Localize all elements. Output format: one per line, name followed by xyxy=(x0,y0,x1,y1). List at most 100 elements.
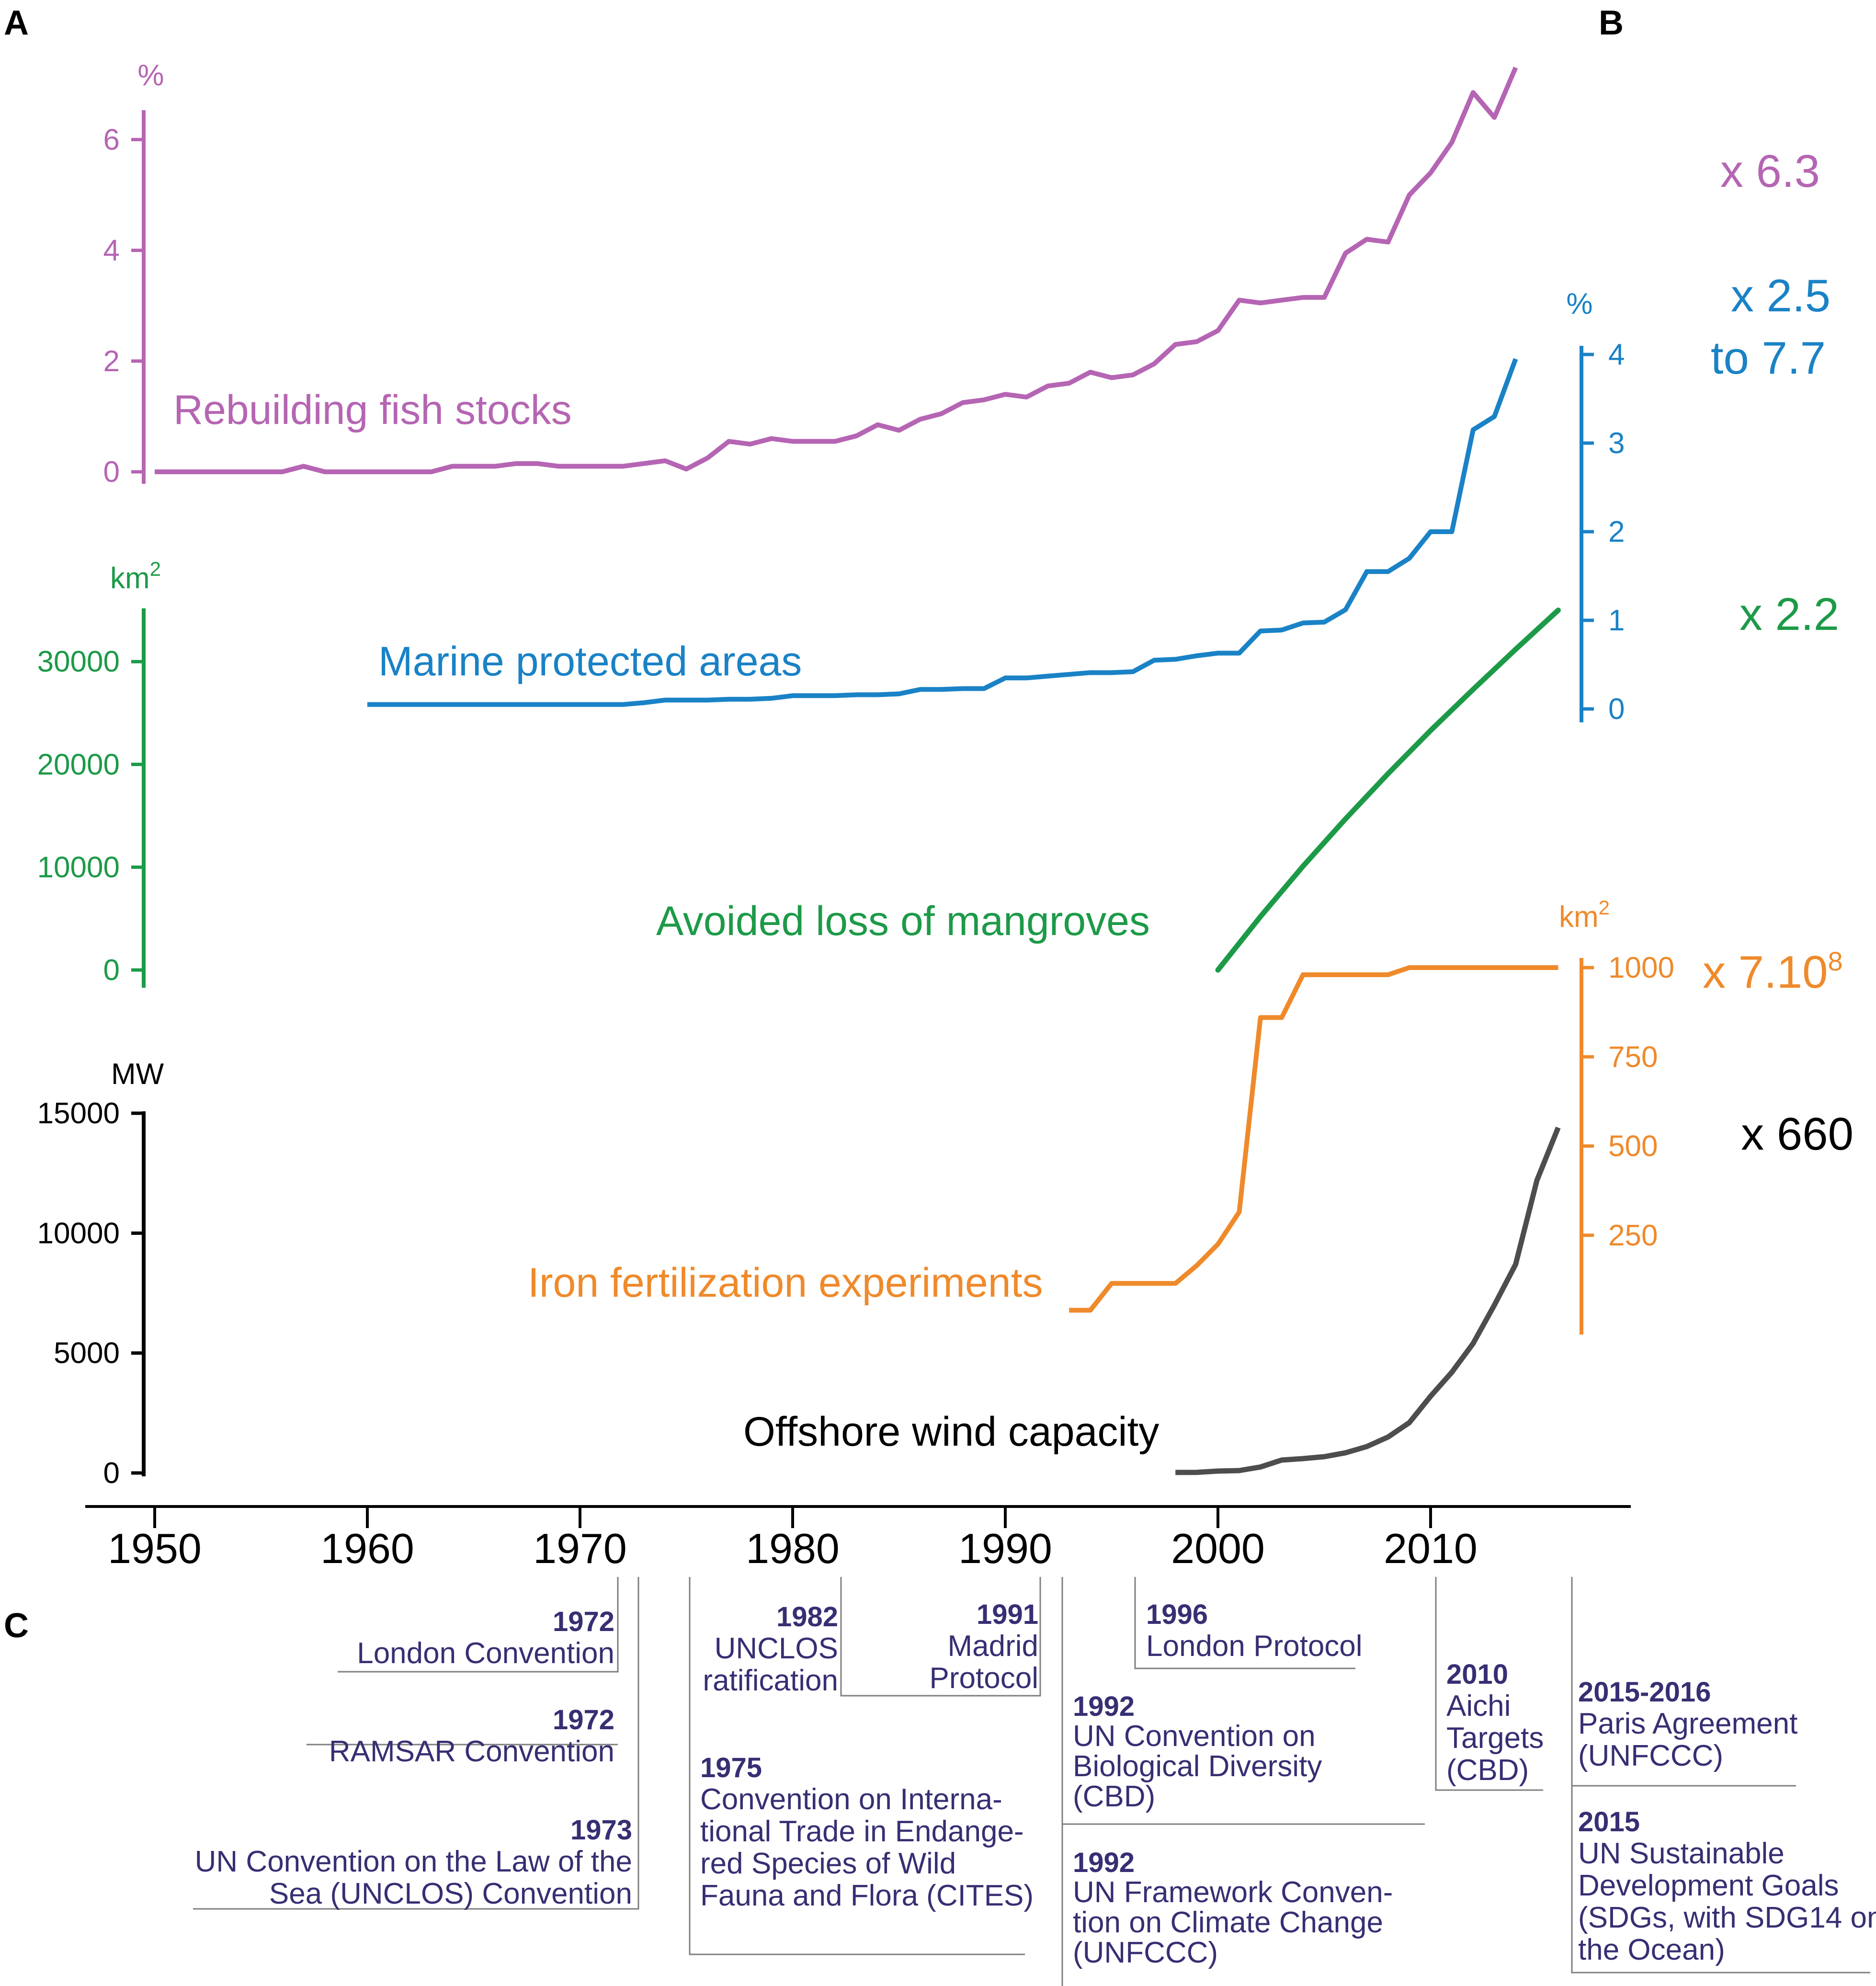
event-name-line: (SDGs, with SDG14 on xyxy=(1578,1901,1876,1934)
event-name-line: Sea (UNCLOS) Convention xyxy=(269,1877,632,1910)
event-name-line: UN Sustainable xyxy=(1578,1837,1785,1870)
wind-unit-label: MW xyxy=(111,1058,164,1091)
mpa-y-tick-label: 3 xyxy=(1608,427,1625,460)
mangrove-y-tick-label: 30000 xyxy=(37,645,120,678)
x-tick-label: 2010 xyxy=(1384,1525,1478,1572)
event-name-line: London Protocol xyxy=(1146,1630,1363,1663)
event-year: 1972 xyxy=(553,1606,614,1637)
fish-y-tick-label: 4 xyxy=(103,234,120,267)
panel-label-a: A xyxy=(4,4,29,42)
event-year: 2015-2016 xyxy=(1578,1677,1711,1708)
wind-series-line xyxy=(1175,1126,1561,1475)
mangrove-multiplier: x 2.2 xyxy=(1740,589,1839,640)
event-bracket-line xyxy=(1134,1577,1355,1669)
event-name-line: UN Convention on the Law of the xyxy=(195,1845,632,1878)
mpa-series-label: Marine protected areas xyxy=(378,639,802,685)
fish-multiplier: x 6.3 xyxy=(1720,146,1820,197)
fish-stocks-chart: % 0 2 4 6 Rebuilding fish stocks x 6.3 xyxy=(103,59,1820,489)
iron-multiplier-exponent: 8 xyxy=(1828,946,1843,976)
event-year: 1973 xyxy=(570,1815,632,1846)
event-year: 1992 xyxy=(1073,1847,1135,1878)
x-tick-label: 2000 xyxy=(1171,1525,1265,1572)
mpa-unit-label: % xyxy=(1566,287,1592,320)
event-bracket-line xyxy=(929,1577,1041,1697)
fish-y-tick-label: 0 xyxy=(103,456,120,489)
iron-unit-label: km2 xyxy=(1559,896,1610,934)
mpa-chart: % 0 1 2 3 4 Marine protected areas x 2.5 to … xyxy=(367,270,1831,726)
event-name-line: Convention on Interna- xyxy=(700,1783,1002,1816)
event-name-line: (UNFCCC) xyxy=(1578,1739,1723,1772)
wind-y-tick-label: 15000 xyxy=(37,1097,120,1130)
event-name-line: tion on Climate Change xyxy=(1073,1906,1383,1939)
event-year: 1991 xyxy=(977,1599,1038,1630)
mangrove-unit-base: km xyxy=(110,562,150,595)
fish-series-line xyxy=(155,67,1518,474)
x-axis: 1950 1960 1970 1980 1990 2000 2010 xyxy=(85,1505,1631,1572)
iron-series-label: Iron fertilization experiments xyxy=(528,1260,1043,1306)
event-bracket-line xyxy=(193,1577,639,1910)
iron-multiplier-base: x 7.10 xyxy=(1703,947,1828,998)
panel-label-c: C xyxy=(4,1607,29,1645)
event-name-line: (CBD) xyxy=(1446,1754,1529,1787)
mangrove-unit-label: km2 xyxy=(110,558,161,595)
event-bracket-line xyxy=(689,1577,1025,1955)
x-tick-label: 1950 xyxy=(108,1525,202,1572)
event-name-line: tional Trade in Endange- xyxy=(700,1815,1024,1848)
x-tick-label: 1960 xyxy=(320,1525,414,1572)
x-tick-label: 1970 xyxy=(533,1525,627,1572)
iron-unit-base: km xyxy=(1559,901,1599,934)
x-tick-label: 1990 xyxy=(958,1525,1052,1572)
event-year: 1975 xyxy=(700,1752,762,1783)
event-name-line: Protocol xyxy=(930,1662,1038,1695)
iron-y-tick-label: 1000 xyxy=(1608,951,1674,984)
mpa-multiplier-line-1: x 2.5 xyxy=(1731,270,1831,321)
event-year: 1972 xyxy=(553,1704,614,1735)
event-year: 1996 xyxy=(1146,1599,1208,1630)
event-name-line: Fauna and Flora (CITES) xyxy=(700,1879,1034,1912)
panel-label-b: B xyxy=(1599,4,1624,42)
event-name-line: Development Goals xyxy=(1578,1869,1839,1902)
wind-multiplier: x 660 xyxy=(1741,1108,1853,1160)
iron-y-tick-label: 500 xyxy=(1608,1130,1658,1163)
iron-chart: km2 250 500 750 1000 Iron fertilization exp… xyxy=(528,896,1843,1335)
iron-unit-exponent: 2 xyxy=(1599,896,1610,919)
event-name-line: RAMSAR Convention xyxy=(329,1735,614,1768)
event-year: 2015 xyxy=(1578,1806,1640,1838)
event-name-line: red Species of Wild xyxy=(700,1847,956,1880)
event-name-line: (UNFCCC) xyxy=(1073,1936,1218,1969)
event-bracket-line xyxy=(840,1577,932,1697)
event-name-line: Targets xyxy=(1446,1722,1544,1755)
mangrove-y-tick-label: 20000 xyxy=(37,748,120,781)
wind-y-tick-label: 10000 xyxy=(37,1217,120,1250)
event-name-line: UN Framework Conven- xyxy=(1073,1876,1393,1909)
mpa-multiplier-line-2: to 7.7 xyxy=(1711,332,1826,384)
iron-series-line xyxy=(1069,965,1558,1313)
mangrove-y-tick-label: 10000 xyxy=(37,851,120,884)
event-year: 1992 xyxy=(1073,1691,1135,1722)
wind-series-label: Offshore wind capacity xyxy=(743,1409,1159,1455)
fish-y-tick-label: 6 xyxy=(103,123,120,156)
fish-unit-label: % xyxy=(137,59,164,92)
iron-y-tick-label: 750 xyxy=(1608,1040,1658,1073)
mangrove-series-label: Avoided loss of mangroves xyxy=(656,898,1150,944)
mpa-y-tick-label: 0 xyxy=(1608,693,1625,726)
event-name-line: the Ocean) xyxy=(1578,1933,1725,1966)
event-name-line: UN Convention on xyxy=(1073,1720,1316,1753)
event-bracket-line xyxy=(1571,1577,1870,1974)
x-tick-label: 1980 xyxy=(746,1525,840,1572)
event-name-line: Madrid xyxy=(947,1630,1038,1663)
wind-chart: MW 0 5000 10000 15000 Offshore wind capacit… xyxy=(37,1058,1853,1490)
mpa-series-line xyxy=(367,358,1518,707)
mpa-y-tick-label: 1 xyxy=(1608,604,1625,637)
